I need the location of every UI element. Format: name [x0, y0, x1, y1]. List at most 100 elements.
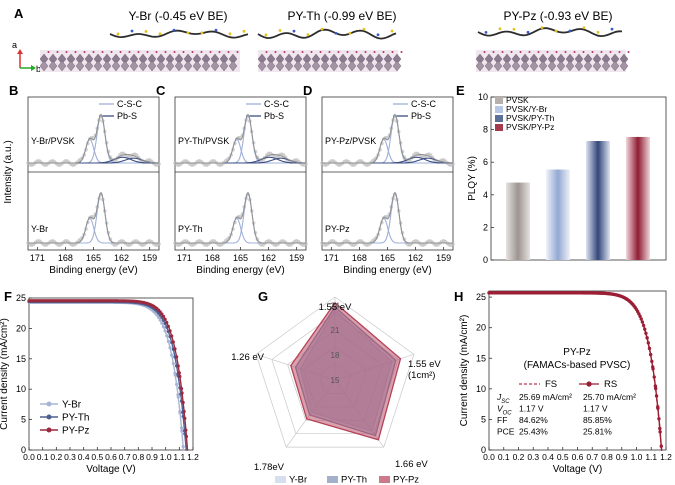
jv-marker [654, 394, 659, 398]
xps-xlabel: Binding energy (eV) [343, 265, 431, 276]
jv-marker [639, 317, 643, 321]
xps-xlabel: Binding energy (eV) [196, 265, 284, 276]
jv-marker [641, 323, 646, 328]
jv-xtick-label: 0.7 [119, 452, 131, 462]
xps-tick-label: 171 [324, 253, 339, 263]
jv-ylabel: Current density (mA/cm²) [0, 318, 10, 430]
plqy-legend-label: PVSK/Y-Br [506, 104, 547, 114]
plqy-tick-label: 4 [483, 190, 488, 200]
jv-marker [160, 312, 164, 316]
legend-pbs-label: Pb-S [264, 111, 284, 121]
jv-xtick-label: 1.1 [645, 452, 657, 462]
plqy-tick-label: 6 [483, 157, 488, 167]
plqy-tick-label: 8 [483, 125, 488, 135]
jv-marker [178, 374, 182, 379]
jv-ytick-label: 15 [476, 353, 486, 363]
jv-marker [165, 334, 169, 338]
jv-ylabel: Current density (mA/cm²) [459, 315, 470, 427]
xps-tick-label: 168 [58, 253, 73, 263]
plqy-bar-2 [546, 169, 570, 260]
jv-xtick-label: 0.3 [64, 452, 76, 462]
jv-marker [171, 361, 175, 366]
jv-xtick-label: 1.1 [173, 452, 185, 462]
panel-f-letter: F [4, 289, 12, 304]
plqy-tick-label: 0 [483, 255, 488, 265]
perovskite-slabs [39, 50, 630, 72]
jv-line-fs [489, 292, 663, 451]
jv-legend-label: PY-Th [62, 413, 89, 424]
jv-marker [165, 320, 169, 325]
jv-marker [160, 321, 164, 325]
axis-a-label: a [12, 40, 17, 50]
xps-tick-label: 165 [380, 253, 395, 263]
radar-series-py-pz [290, 301, 402, 441]
jv-marker [166, 324, 170, 328]
jv-marker [653, 386, 658, 391]
radar-legend-swatch [327, 476, 338, 483]
jv-line-rs [489, 292, 663, 451]
jv-marker [648, 352, 653, 357]
jv-xtick-label: 0.4 [78, 452, 90, 462]
jv-marker [657, 417, 661, 421]
xps-fit-envelope [28, 191, 159, 244]
jv-xtick-label: 0.2 [50, 452, 62, 462]
jv-marker [179, 426, 184, 430]
jv-h-table-label: FF [497, 415, 507, 425]
radar-grid-ring [255, 296, 415, 448]
radar-legend-label: Y-Br [289, 475, 307, 485]
jv-marker [643, 327, 647, 331]
jv-h-legend-rs: RS [604, 379, 617, 390]
radar-axis-label: 1.26 eV [231, 352, 264, 363]
jv-marker [181, 400, 185, 405]
molecule-2 [257, 27, 397, 40]
jv-ytick-label: 5 [21, 415, 26, 425]
jv-marker [646, 341, 650, 345]
jv-marker [176, 393, 180, 397]
panel-f-jv-chart: F 0.0 0.1 0.2 0.3 0.4 0.5 0.6 0.7 0.8 0.9 1.0 1.1 1.… [0, 289, 199, 475]
jv-marker [179, 387, 184, 391]
plqy-legend-label: PVSK/PY-Th [506, 113, 555, 123]
axis-indicator: a b [12, 40, 41, 74]
legend-csc-label: C-S-C [117, 99, 142, 109]
jv-ytick-label: 25 [16, 293, 26, 303]
jv-xtick-label: 0.1 [498, 452, 510, 462]
jv-legend-marker [46, 414, 52, 420]
xps-top-label: Y-Br/PVSK [31, 136, 75, 146]
jv-marker [156, 315, 161, 319]
jv-marker [161, 325, 166, 329]
jv-marker [176, 364, 180, 368]
xps-tick-label: 168 [205, 253, 220, 263]
xps-tick-label: 159 [436, 253, 451, 263]
plqy-legend-swatch [495, 106, 503, 113]
radar-ring-label: 24 [331, 301, 340, 310]
jv-h-table-rs: 25.70 mA/cm² [583, 392, 636, 402]
jv-ytick-label: 25 [476, 292, 486, 302]
legend-csc-label: C-S-C [264, 99, 289, 109]
jv-ytick-label: 15 [16, 354, 26, 364]
jv-marker [168, 346, 172, 350]
perovskite-slab-3 [475, 50, 630, 72]
jv-h-legend-rs-marker [586, 381, 592, 387]
jv-marker [652, 375, 656, 379]
panel-a-title-pyth: PY-Th (-0.99 eV BE) [288, 9, 397, 23]
xps-tick-label: 159 [289, 253, 304, 263]
plqy-tick-label: 2 [483, 222, 488, 232]
xps-tick-label: 171 [30, 253, 45, 263]
plqy-legend-label: PVSK/PY-Pz [506, 122, 554, 132]
xps-fit-envelope [175, 113, 306, 164]
jv-marker [184, 428, 188, 432]
plqy-bar-4 [626, 136, 650, 260]
jv-h-subtitle: (FAMACs-based PVSC) [524, 360, 631, 371]
radar-axis-label: 1.66 eV [395, 459, 428, 470]
jv-h-table-fs: 1.17 V [519, 404, 544, 414]
radar-ring-label: 21 [331, 326, 340, 335]
jv-ytick-label: 20 [16, 323, 26, 333]
xps-fit-envelope [175, 191, 306, 244]
radar-axis-label: 1.78eV [254, 462, 285, 473]
radar-axis-label: 1.55 eV [408, 359, 441, 370]
xps-fit-envelope [322, 113, 453, 164]
molecules [109, 26, 623, 40]
panel-g-letter: G [258, 289, 268, 304]
jv-marker [183, 416, 187, 420]
jv-marker [640, 320, 645, 324]
